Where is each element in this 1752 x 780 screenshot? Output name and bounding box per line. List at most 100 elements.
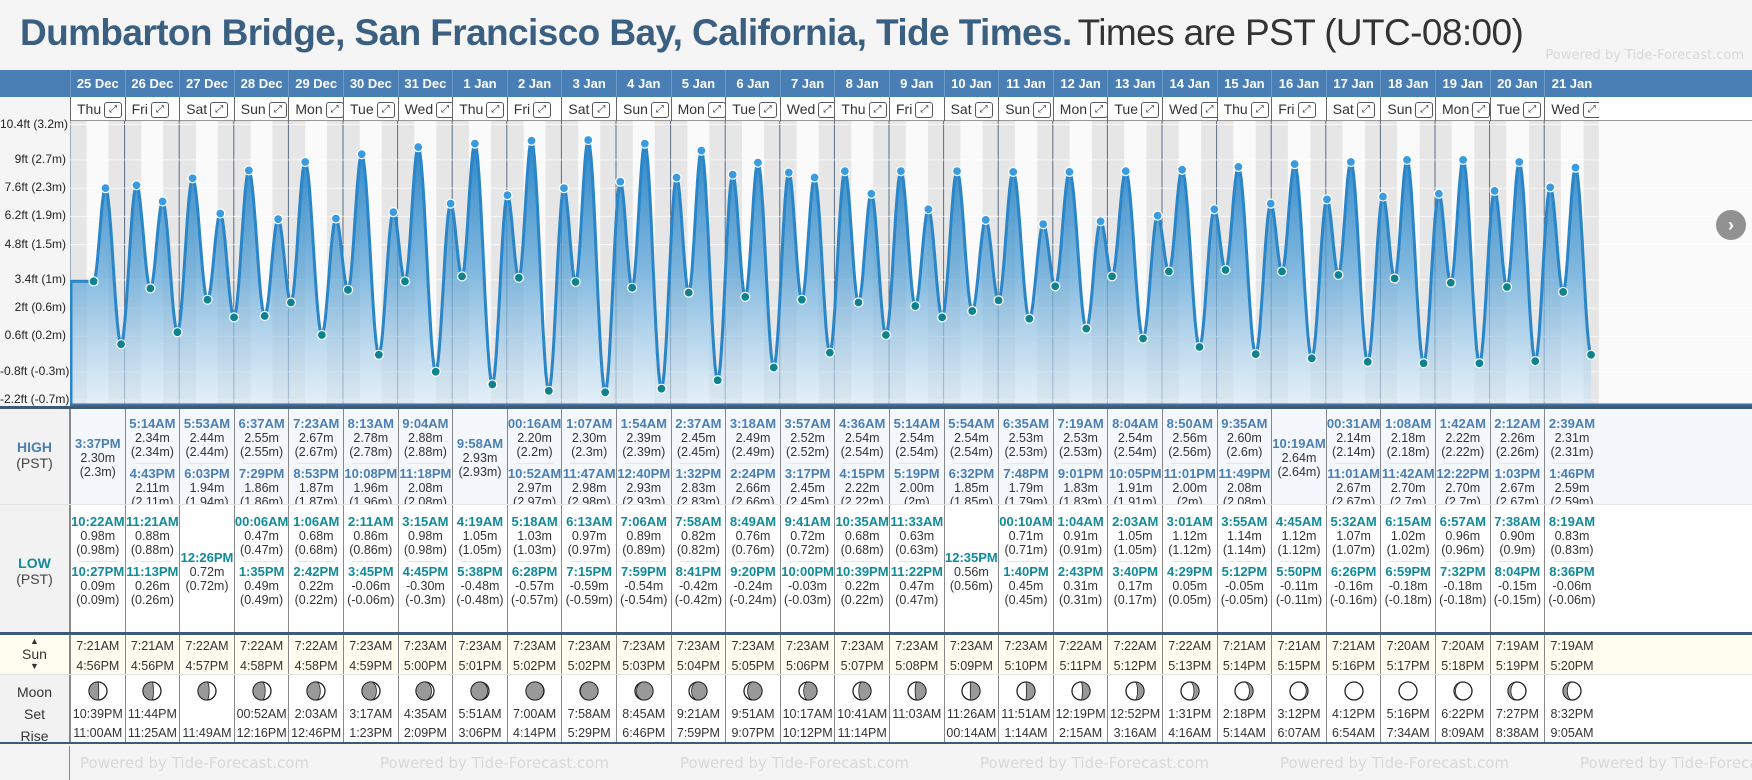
expand-day-button[interactable]: ⤢ (1415, 102, 1434, 119)
expand-day-button[interactable]: ⤢ (1090, 102, 1108, 119)
expand-day-button[interactable]: ⤢ (104, 102, 123, 119)
expand-icon: ⤢ (920, 104, 929, 116)
date-header-20: 14 Jan (1162, 70, 1217, 97)
tide-height-alt: (2.54m) (895, 445, 939, 459)
tide-height: 2.93m (626, 481, 662, 495)
event-separator (1553, 561, 1591, 562)
tide-time: 8:41PM (675, 564, 722, 579)
expand-day-button[interactable]: ⤢ (650, 102, 669, 119)
expand-day-button[interactable]: ⤢ (436, 102, 453, 119)
expand-day-button[interactable]: ⤢ (818, 102, 835, 119)
tide-height-alt: (2.22m) (840, 495, 884, 504)
expand-day-button[interactable]: ⤢ (1582, 102, 1599, 119)
tide-height: -0.18m (1388, 579, 1428, 593)
tide-height-alt: (2.93m) (622, 495, 666, 504)
tide-height: 0.47m (244, 529, 279, 543)
expand-day-button[interactable]: ⤢ (1297, 102, 1316, 119)
moon-cell: 2:18PM 5:14AM (1216, 675, 1272, 742)
expand-day-button[interactable]: ⤢ (268, 102, 287, 119)
expand-day-button[interactable]: ⤢ (1356, 102, 1375, 119)
low-tide-event: 6:28PM -0.57m (-0.57m) (508, 565, 562, 608)
expand-day-button[interactable]: ⤢ (1472, 102, 1490, 119)
high-tide-cell: 3:57AM 2.52m (2.52m) 3:17PM 2.45m (2.45m) (779, 409, 835, 504)
expand-day-button[interactable]: ⤢ (533, 102, 552, 119)
tide-height: 2.45m (681, 431, 716, 445)
tide-height-alt: (2.26m) (1495, 445, 1539, 459)
sunrise-time: 7:23AM (622, 639, 666, 653)
moonrise-time: 12:46PM (291, 726, 342, 740)
tide-height-alt: (1.03m) (513, 543, 557, 557)
low-tide-point (88, 276, 99, 287)
expand-day-button[interactable]: ⤢ (1250, 102, 1269, 119)
tide-height: 0.86m (353, 529, 389, 543)
moon-phase-icon (251, 681, 272, 701)
expand-icon: ⤢ (538, 104, 547, 116)
next-page-button[interactable]: › (1716, 210, 1746, 240)
moon-phase-icon (1507, 681, 1528, 701)
low-tide-section: LOW (PST) 10:22AM 0.98m (0.98m) 10:27PM 0.09… (0, 504, 1752, 632)
expand-day-button[interactable]: ⤢ (210, 102, 229, 119)
moon-cell: 3:12PM 6:07AM (1271, 675, 1326, 742)
page-title-text: Dumbarton Bridge, San Francisco Bay, Cal… (20, 12, 1072, 53)
expand-day-button[interactable]: ⤢ (974, 102, 993, 119)
tide-height: -0.30m (405, 579, 445, 593)
tide-time: 10:35AM (835, 514, 889, 529)
low-tide-event: 7:06AM 0.89m (0.89m) (617, 515, 671, 558)
high-tide-point (671, 172, 682, 183)
event-separator (734, 463, 772, 464)
low-tide-event: 5:32AM 1.07m (1.07m) (1327, 515, 1381, 558)
high-tide-point (1265, 198, 1276, 209)
tide-time: 10:19AM (1272, 436, 1326, 451)
moonrise-time: 6:54AM (1332, 726, 1376, 740)
sunrise-time: 7:22AM (185, 639, 229, 653)
moonset-time: 5:51AM (458, 707, 502, 721)
low-tide-event: 10:00PM -0.03m (-0.03m) (781, 565, 835, 608)
tide-height: 1.03m (517, 529, 552, 543)
tide-height-alt: (0.31m) (1059, 593, 1103, 607)
sun-cell: 7:19AM 5:20PM (1544, 635, 1599, 674)
expand-day-button[interactable]: ⤢ (915, 102, 934, 119)
tide-time: 6:15AM (1385, 514, 1432, 529)
tide-time: 8:04PM (1494, 564, 1541, 579)
tide-time: 1:35PM (238, 564, 285, 579)
expand-day-button[interactable]: ⤢ (376, 102, 395, 119)
low-tide-cell: 5:18AM 1.03m (1.03m) 6:28PM -0.57m (-0.57m) (506, 505, 562, 632)
expand-day-button[interactable]: ⤢ (868, 102, 887, 119)
moon-cell: 10:17AM 10:12PM (779, 675, 835, 742)
date-header-17: 11 Jan (998, 70, 1053, 97)
tide-height-alt: (0.47m) (895, 593, 939, 607)
low-tide-point (910, 300, 921, 312)
tide-height-alt: (0.22m) (294, 593, 338, 607)
moonset-time: 7:00AM (513, 707, 557, 721)
expand-day-button[interactable]: ⤢ (707, 102, 726, 119)
high-tide-point (1008, 166, 1019, 177)
low-tide-event: 10:27PM 0.09m (0.09m) (71, 565, 125, 608)
low-tide-cell: 1:06AM 0.68m (0.68m) 2:42PM 0.22m (0.22m) (288, 505, 343, 632)
expand-day-button[interactable]: ⤢ (758, 102, 777, 119)
expand-day-button[interactable]: ⤢ (592, 102, 611, 119)
expand-icon: ⤢ (109, 104, 118, 116)
sun-cell: 7:22AM 5:13PM (1162, 635, 1217, 674)
expand-day-button[interactable]: ⤢ (150, 102, 169, 119)
weekday-cell: Tue ⤢ (343, 97, 398, 121)
expand-icon: ⤢ (273, 104, 282, 116)
tide-chart-svg (70, 121, 1752, 406)
tide-height: -0.42m (678, 579, 718, 593)
expand-day-button[interactable]: ⤢ (1141, 102, 1159, 119)
high-tide-point (1545, 182, 1556, 193)
weekday-cell: Fri ⤢ (124, 97, 180, 121)
expand-day-button[interactable]: ⤢ (486, 102, 505, 119)
tide-height: 2.53m (1063, 431, 1098, 445)
expand-day-button[interactable]: ⤢ (1523, 102, 1542, 119)
tide-height-alt: (0.68m) (294, 543, 338, 557)
tide-height-alt: (1.87m) (294, 495, 338, 504)
tide-height-alt: (0.91m) (1059, 543, 1103, 557)
tide-time: 7:29PM (238, 466, 285, 481)
expand-day-button[interactable]: ⤢ (325, 102, 343, 119)
expand-day-button[interactable]: ⤢ (1200, 102, 1217, 119)
tide-height: 0.98m (408, 529, 443, 543)
low-tide-cell: 3:01AM 1.12m (1.12m) 4:29PM 0.05m (0.05m) (1162, 505, 1217, 632)
low-tide-event: 4:19AM 1.05m (1.05m) (453, 515, 507, 558)
expand-day-button[interactable]: ⤢ (1033, 102, 1052, 119)
tide-height-alt: (0.05m) (1168, 593, 1212, 607)
